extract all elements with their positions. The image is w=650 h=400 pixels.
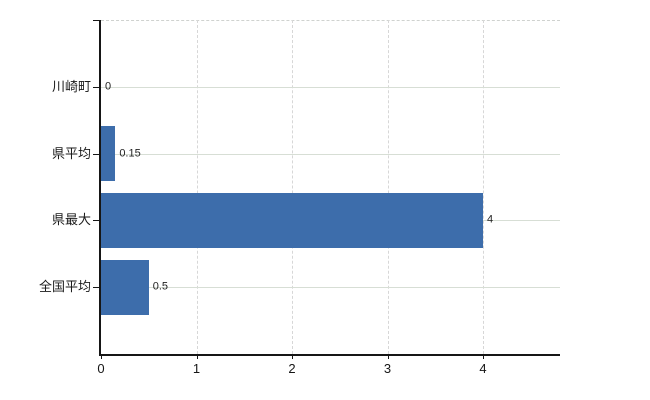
x-tick-label: 0: [97, 361, 105, 376]
y-axis-tick: [93, 153, 101, 155]
x-axis-line: [99, 354, 560, 356]
x-tick-label: 1: [192, 361, 201, 376]
bar: [101, 126, 116, 182]
bar-value-label: 0.15: [119, 147, 141, 160]
x-axis-tick: [387, 354, 389, 359]
vertical-gridline: [483, 20, 484, 354]
bar: [101, 192, 483, 248]
bar: [101, 259, 149, 315]
vertical-gridline: [196, 20, 198, 354]
category-labels: 川崎町県平均県最大全国平均: [0, 20, 91, 354]
vertical-gridline: [387, 20, 389, 354]
category-label: 県平均: [51, 145, 91, 161]
y-axis-line: [99, 20, 101, 356]
y-axis-tick: [93, 86, 101, 88]
x-tick-label: 4: [479, 361, 487, 376]
horizontal-gridline: [101, 287, 560, 289]
x-axis-tick: [196, 354, 198, 359]
horizontal-gridline: [101, 153, 560, 155]
x-axis-tick: [483, 354, 484, 359]
plot-area: 0 0.15 4 0.5 0 1 2 3 4: [93, 20, 560, 375]
category-label: 川崎町: [51, 79, 91, 94]
category-label: 県最大: [51, 212, 91, 228]
plot-top-border: [101, 20, 560, 21]
horizontal-gridline: [101, 86, 560, 88]
bar-value-label: 4: [487, 213, 494, 226]
category-label: 全国平均: [38, 279, 91, 295]
vertical-gridline: [292, 20, 293, 354]
bar-value-label: 0.5: [152, 280, 169, 293]
x-tick-label: 3: [383, 361, 392, 376]
y-axis-tick: [93, 20, 101, 21]
y-axis-tick: [93, 287, 101, 289]
x-axis-tick: [292, 354, 293, 359]
bar-value-label: 0: [105, 80, 112, 93]
x-tick-label: 2: [288, 361, 296, 376]
y-axis-tick: [93, 220, 101, 222]
x-axis-tick: [101, 354, 102, 359]
